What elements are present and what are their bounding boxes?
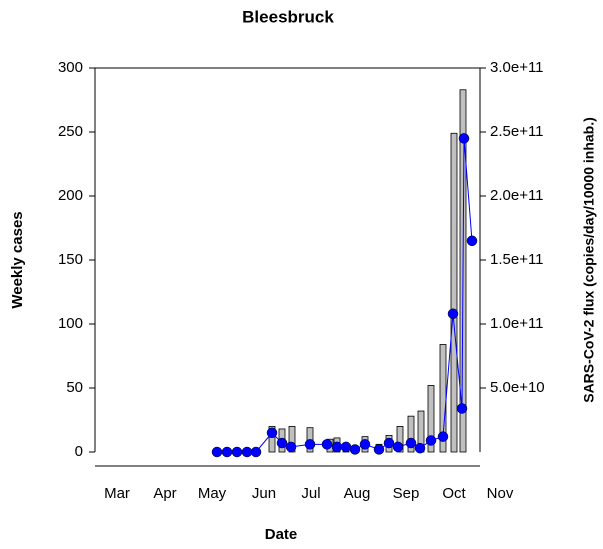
bar [450,132,458,453]
x-tick-label: Aug [344,485,371,502]
y-tick-label: 100 [58,315,83,332]
point [321,439,333,450]
bar [396,425,404,453]
point [276,437,288,449]
x-tick-label: Nov [487,485,514,502]
point [349,444,361,455]
point [266,427,278,439]
point [414,442,426,454]
point [456,403,468,414]
point [250,446,262,458]
x-axis-title: Date [265,526,298,543]
bar [268,425,276,453]
y2-tick-label: 1.5e+11 [490,251,544,268]
y2-tick-label: 2.5e+11 [490,123,544,140]
point [425,435,437,446]
point [331,441,343,453]
point [373,444,385,455]
y-axis-title: Weekly cases [9,211,26,308]
point [304,439,316,450]
x-tick-label: Jun [252,485,276,502]
y-tick-label: 200 [58,187,83,204]
point [466,235,478,247]
y2-tick-label: 1.0e+11 [490,315,544,332]
y2-axis-title: SARS-CoV-2 flux (copies/day/10000 inhab.… [581,117,597,403]
point [211,446,223,458]
point [458,133,470,144]
bar [427,385,435,453]
point [437,431,449,442]
x-tick-label: Jul [301,485,320,502]
x-tick-label: Apr [153,485,176,502]
point [221,446,233,458]
bar [407,415,415,453]
x-tick-label: May [198,485,227,502]
chart-title: Bleesbruck [242,7,334,26]
y-tick-label: 250 [58,123,83,140]
y-tick-label: 300 [58,59,83,76]
x-tick-label: Sep [393,485,420,502]
point [392,441,404,453]
point [241,446,253,458]
point [447,308,459,320]
x-tick-label: Oct [442,485,466,502]
point [383,437,395,449]
x-tick-label: Mar [104,485,130,502]
y2-tick-label: 2.0e+11 [490,187,544,204]
y-tick-label: 0 [75,443,83,460]
point [405,437,417,449]
y2-tick-label: 5.0e+10 [490,379,545,396]
y-tick-label: 150 [58,251,83,268]
point [231,446,243,458]
y-tick-label: 50 [66,379,83,396]
y2-tick-label: 3.0e+11 [490,59,544,76]
point [285,441,297,453]
point [359,439,371,450]
point [340,441,352,453]
